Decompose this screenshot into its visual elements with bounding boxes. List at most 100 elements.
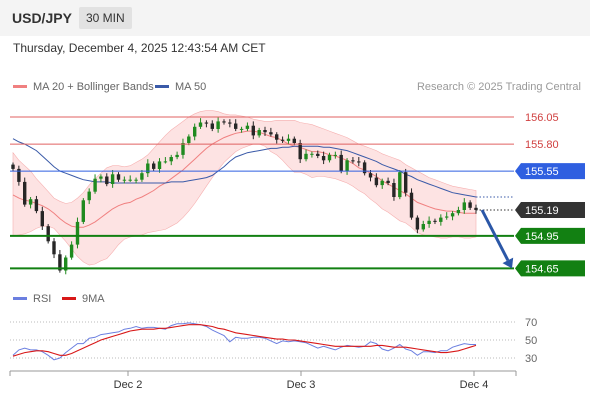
level-tag xyxy=(515,260,585,277)
forecast-arrow xyxy=(480,209,514,269)
candle xyxy=(286,134,291,145)
candle-body xyxy=(257,130,261,136)
ma50-legend-swatch xyxy=(155,85,169,88)
candle xyxy=(146,159,150,178)
candle-body xyxy=(216,121,220,129)
candle-body xyxy=(351,160,355,162)
candle-body xyxy=(87,191,91,201)
candle xyxy=(462,198,466,214)
time-axis: Dec 2 Dec 3 Dec 4 xyxy=(9,370,517,391)
level-label: 155.80 xyxy=(525,139,559,151)
candle xyxy=(327,152,332,163)
candle-body xyxy=(339,154,343,172)
candle-body xyxy=(187,136,191,143)
rsi-legend: RSI 9MA xyxy=(13,293,105,305)
candle xyxy=(316,150,320,159)
candle xyxy=(345,158,349,175)
candle xyxy=(468,200,472,210)
header-bar: USD/JPY 30 MIN xyxy=(0,0,590,36)
candle-body xyxy=(321,156,326,161)
candle xyxy=(134,177,138,184)
candle xyxy=(28,197,33,209)
level-label: 155.55 xyxy=(525,166,559,178)
bollinger-band xyxy=(12,110,477,266)
candle xyxy=(122,176,127,184)
candle-body xyxy=(462,202,466,210)
candle-body xyxy=(222,121,226,123)
rsi-ma9-line xyxy=(12,324,477,357)
candle xyxy=(404,168,408,197)
candle-body xyxy=(239,128,244,130)
candle-body xyxy=(269,132,273,135)
timeframe-badge[interactable]: 30 MIN xyxy=(79,7,132,29)
candle xyxy=(392,178,396,201)
candle xyxy=(87,188,91,205)
candle xyxy=(52,238,56,259)
candle-body xyxy=(34,199,39,212)
candle-body xyxy=(298,143,302,160)
rsi-tick-label: 70 xyxy=(525,317,537,329)
candle xyxy=(34,195,39,214)
candle-body xyxy=(374,177,379,186)
candle xyxy=(157,158,162,173)
candle xyxy=(69,241,74,260)
candle xyxy=(175,151,179,160)
candle xyxy=(245,122,250,132)
candle xyxy=(374,173,379,188)
candle-body xyxy=(380,180,384,186)
last-price-label: 155.19 xyxy=(525,205,559,217)
candle-body xyxy=(280,139,285,141)
candle xyxy=(228,119,232,128)
level-pivot: 155.55 xyxy=(10,163,585,198)
ma20-legend-label: MA 20 + Bollinger Bands xyxy=(33,81,154,93)
candle-body xyxy=(357,161,361,163)
candle xyxy=(198,118,203,129)
candle xyxy=(163,157,168,164)
level-tag xyxy=(515,163,585,180)
candle-body xyxy=(58,254,62,271)
candle-body xyxy=(210,123,214,129)
candle-body xyxy=(468,202,472,208)
candle xyxy=(234,119,238,132)
price-legend: MA 20 + Bollinger Bands MA 50 Research ©… xyxy=(13,81,581,93)
candle xyxy=(263,126,267,136)
candle-body xyxy=(204,122,209,124)
candle-body xyxy=(99,176,103,179)
candle-body xyxy=(152,163,156,169)
research-credit: Research © 2025 Trading Central xyxy=(417,81,581,93)
candle-body xyxy=(275,134,279,140)
level-resistance: 156.05 xyxy=(10,112,559,124)
candle xyxy=(251,121,255,140)
candle-body xyxy=(75,221,80,245)
candle xyxy=(105,173,109,187)
level-support: 154.95 xyxy=(10,227,585,244)
level-label: 156.05 xyxy=(525,112,559,124)
candle-body xyxy=(404,172,408,193)
candle-body xyxy=(163,161,168,163)
candle xyxy=(239,126,244,133)
candles xyxy=(11,117,478,275)
level-support: 154.65 xyxy=(10,260,585,277)
candle-body xyxy=(105,176,109,185)
candle xyxy=(152,161,156,172)
candle-body xyxy=(450,213,455,217)
candle xyxy=(398,170,402,200)
candle-body xyxy=(392,183,396,197)
candle xyxy=(409,188,414,220)
time-tick-label: Dec 4 xyxy=(460,379,489,391)
candle xyxy=(64,255,68,275)
candle-body xyxy=(157,161,162,169)
candle-body xyxy=(134,179,138,181)
rsi-tick-label: 30 xyxy=(525,353,537,365)
rsi-legend-label: RSI xyxy=(33,293,51,305)
candle xyxy=(304,149,308,162)
candle-body xyxy=(304,153,308,160)
candle xyxy=(99,174,103,183)
candle-body xyxy=(140,173,144,180)
candle-body xyxy=(23,181,27,205)
candle xyxy=(456,206,461,216)
candle-body xyxy=(427,220,431,224)
candle-body xyxy=(456,210,461,214)
candle-body xyxy=(228,122,232,124)
